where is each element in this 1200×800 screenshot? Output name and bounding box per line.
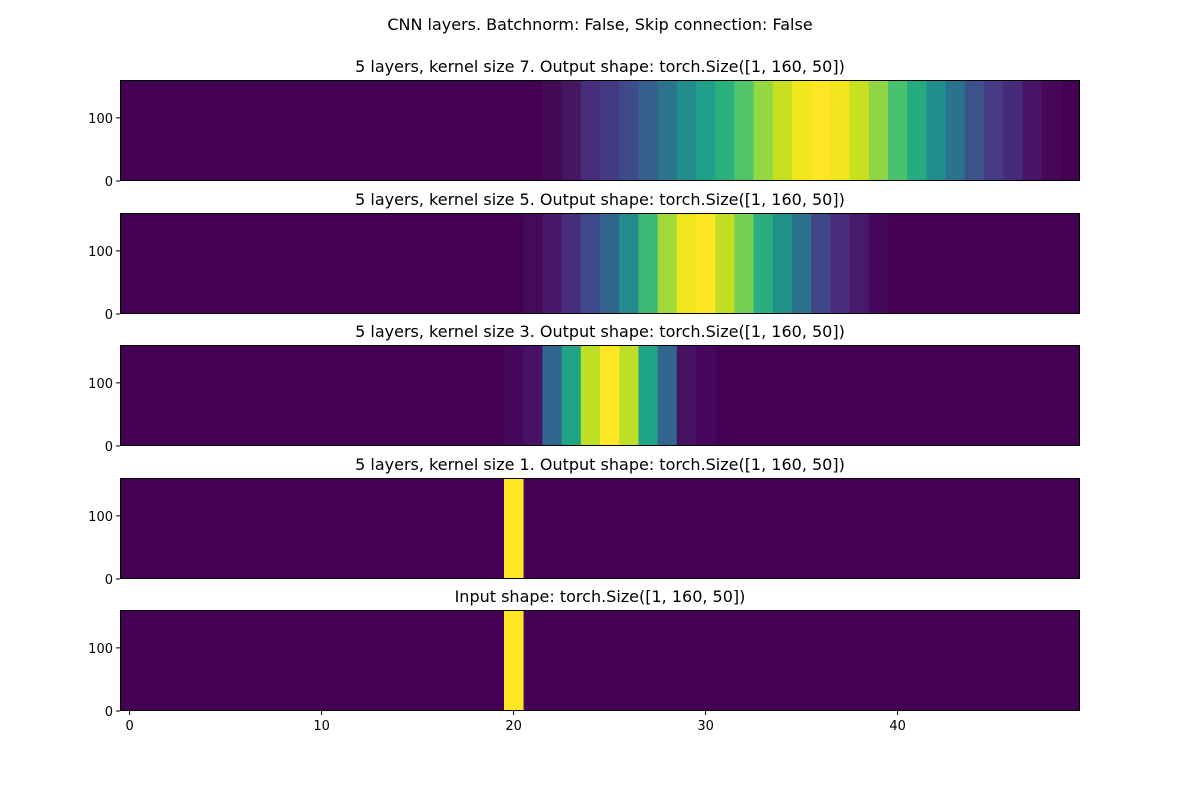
- heatmap-column: [734, 80, 754, 181]
- heatmap-column: [792, 80, 812, 181]
- heatmap-panel: 5 layers, kernel size 5. Output shape: t…: [88, 190, 1080, 323]
- heatmap-panel: 5 layers, kernel size 1. Output shape: t…: [88, 455, 1080, 588]
- heatmap-column: [1022, 80, 1042, 181]
- panel-title: 5 layers, kernel size 1. Output shape: t…: [355, 455, 845, 474]
- heatmap-column: [619, 345, 639, 446]
- y-tick-label: 100: [88, 510, 113, 525]
- panel-title: 5 layers, kernel size 5. Output shape: t…: [355, 190, 845, 209]
- heatmap-column: [600, 213, 620, 314]
- heatmap-column: [1041, 80, 1062, 181]
- heatmap-column: [964, 80, 985, 181]
- y-tick-label: 0: [105, 705, 113, 720]
- heatmap-column: [830, 80, 850, 181]
- heatmap-column: [772, 80, 793, 181]
- axes-frame: [120, 80, 1080, 181]
- heatmap-column: [753, 80, 774, 181]
- heatmap-background: [120, 610, 1080, 711]
- heatmap-column: [907, 80, 927, 181]
- heatmap-column: [772, 213, 793, 314]
- heatmap-column: [696, 345, 716, 446]
- heatmap-column: [542, 80, 562, 181]
- heatmap-panel: 5 layers, kernel size 3. Output shape: t…: [88, 322, 1080, 455]
- y-tick-label: 0: [105, 175, 113, 190]
- axes-frame: [120, 345, 1080, 446]
- x-tick-label: 20: [505, 719, 522, 734]
- axes-frame: [120, 213, 1080, 314]
- heatmap-column: [984, 80, 1004, 181]
- heatmap-column: [580, 345, 601, 446]
- heatmap-column: [676, 345, 697, 446]
- heatmap-column: [523, 345, 543, 446]
- heatmap-column: [715, 80, 735, 181]
- x-tick-label: 10: [313, 719, 330, 734]
- heatmap-panel: 5 layers, kernel size 7. Output shape: t…: [88, 57, 1080, 190]
- y-tick-label: 100: [88, 245, 113, 260]
- heatmap-column: [753, 213, 774, 314]
- y-tick-label: 100: [88, 377, 113, 392]
- heatmap-column: [657, 80, 678, 181]
- heatmap-column: [580, 213, 601, 314]
- heatmap-column: [600, 345, 620, 446]
- heatmap-panels: 5 layers, kernel size 7. Output shape: t…: [88, 57, 1080, 734]
- heatmap-column: [849, 213, 870, 314]
- axes-frame: [120, 478, 1080, 579]
- heatmap-column: [580, 80, 601, 181]
- heatmap-column: [849, 80, 870, 181]
- y-tick-label: 0: [105, 308, 113, 323]
- heatmap-background: [120, 478, 1080, 579]
- y-tick-label: 100: [88, 112, 113, 127]
- y-tick-label: 100: [88, 642, 113, 657]
- heatmap-column: [868, 80, 889, 181]
- heatmap-column: [561, 80, 582, 181]
- panel-title: 5 layers, kernel size 7. Output shape: t…: [355, 57, 845, 76]
- heatmap-column: [811, 80, 831, 181]
- axes-frame: [120, 610, 1080, 711]
- heatmap-column: [696, 213, 716, 314]
- heatmap-column: [561, 213, 582, 314]
- heatmap-column: [523, 213, 543, 314]
- heatmap-column: [868, 213, 889, 314]
- heatmap-column: [504, 610, 524, 711]
- heatmap-column: [696, 80, 716, 181]
- heatmap-column: [600, 80, 620, 181]
- heatmap-column: [715, 213, 735, 314]
- heatmap-column: [676, 80, 697, 181]
- heatmap-column: [792, 213, 812, 314]
- heatmap-column: [619, 213, 639, 314]
- heatmap-column: [830, 213, 850, 314]
- figure-suptitle: CNN layers. Batchnorm: False, Skip conne…: [387, 15, 812, 34]
- heatmap-column: [638, 345, 658, 446]
- heatmap-column: [561, 345, 582, 446]
- x-tick-label: 30: [697, 719, 714, 734]
- heatmap-column: [504, 345, 524, 446]
- heatmap-column: [638, 213, 658, 314]
- heatmap-column: [734, 213, 754, 314]
- heatmap-column: [619, 80, 639, 181]
- panel-title: 5 layers, kernel size 3. Output shape: t…: [355, 322, 845, 341]
- panel-title: Input shape: torch.Size([1, 160, 50]): [455, 587, 746, 606]
- heatmap-column: [676, 213, 697, 314]
- y-tick-label: 0: [105, 573, 113, 588]
- heatmap-column: [888, 80, 908, 181]
- heatmap-column: [657, 345, 678, 446]
- heatmap-column: [945, 80, 966, 181]
- heatmap-panel: Input shape: torch.Size([1, 160, 50]) 0 10…: [88, 587, 1080, 734]
- heatmap-column: [638, 80, 658, 181]
- heatmap-column: [542, 213, 562, 314]
- y-tick-label: 0: [105, 440, 113, 455]
- x-tick-label: 40: [889, 719, 906, 734]
- heatmap-column: [1003, 80, 1023, 181]
- heatmap-column: [542, 345, 562, 446]
- x-tick-label: 0: [125, 719, 133, 734]
- heatmap-column: [926, 80, 946, 181]
- heatmap-column: [811, 213, 831, 314]
- heatmap-column: [657, 213, 678, 314]
- heatmap-column: [504, 478, 524, 579]
